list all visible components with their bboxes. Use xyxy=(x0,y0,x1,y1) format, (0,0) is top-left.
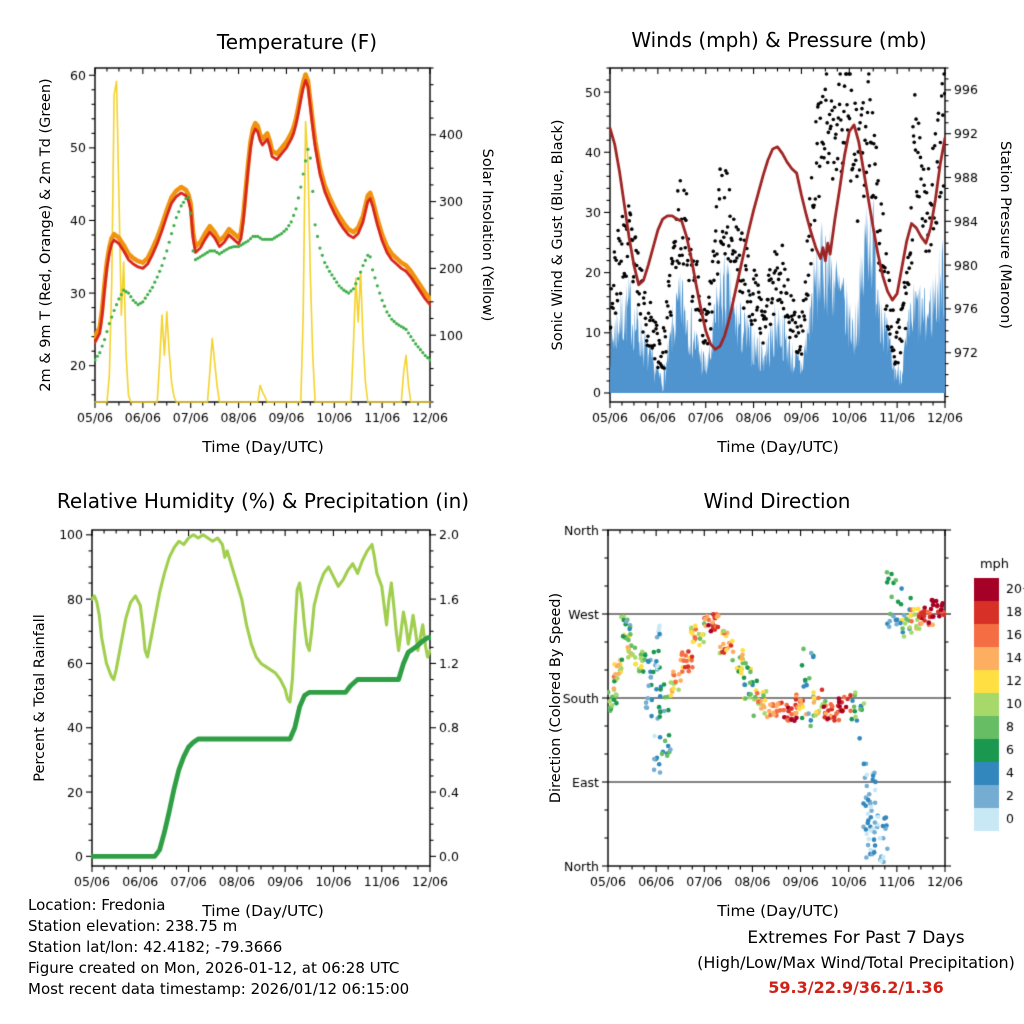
wind-direction-title: Wind Direction xyxy=(703,489,851,513)
humidity-ylabel-left: Percent & Total Rainfall xyxy=(32,614,48,782)
station-latlon: Station lat/lon: 42.4182; -79.3666 xyxy=(28,938,283,956)
extremes-subtitle: (High/Low/Max Wind/Total Precipitation) xyxy=(697,953,1015,972)
humidity-xlabel: Time (Day/UTC) xyxy=(202,902,324,920)
station-location: Location: Fredonia xyxy=(28,896,166,914)
humidity-title: Relative Humidity (%) & Precipitation (i… xyxy=(56,489,470,513)
winds-ylabel-right: Station Pressure (Maroon) xyxy=(997,141,1013,329)
temperature-ylabel-right: Solar Insolation (Yellow) xyxy=(479,148,495,322)
wind-direction-xlabel: Time (Day/UTC) xyxy=(717,902,839,920)
extremes-title: Extremes For Past 7 Days xyxy=(747,928,965,948)
winds-title: Winds (mph) & Pressure (mb) xyxy=(631,28,927,52)
temperature-title: Temperature (F) xyxy=(216,30,378,54)
figure-created-timestamp: Figure created on Mon, 2026-01-12, at 06… xyxy=(28,959,400,977)
extremes-values: 59.3/22.9/36.2/1.36 xyxy=(768,978,944,997)
station-elevation: Station elevation: 238.75 m xyxy=(28,917,238,935)
wind-direction-ylabel-left: Direction (Colored By Speed) xyxy=(548,592,564,804)
temperature-xlabel: Time (Day/UTC) xyxy=(202,438,324,456)
winds-ylabel-left: Sonic Wind & Gust (Blue, Black) xyxy=(550,119,566,351)
temperature-ylabel-left: 2m & 9m T (Red, Orange) & 2m Td (Green) xyxy=(38,78,54,392)
winds-xlabel: Time (Day/UTC) xyxy=(717,438,839,456)
most-recent-data-timestamp: Most recent data timestamp: 2026/01/12 0… xyxy=(28,980,410,998)
